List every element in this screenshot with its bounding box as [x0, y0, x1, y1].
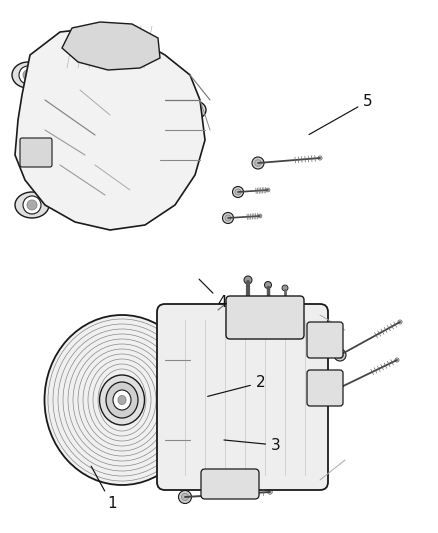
Text: 4: 4 — [199, 279, 227, 310]
FancyBboxPatch shape — [307, 370, 343, 406]
Circle shape — [90, 120, 146, 176]
Circle shape — [118, 58, 162, 102]
Circle shape — [102, 132, 134, 164]
FancyBboxPatch shape — [20, 138, 52, 167]
FancyBboxPatch shape — [201, 469, 259, 499]
Ellipse shape — [308, 385, 336, 405]
Ellipse shape — [313, 338, 331, 351]
Circle shape — [225, 215, 231, 221]
Circle shape — [332, 387, 338, 393]
Circle shape — [244, 276, 252, 284]
Circle shape — [252, 157, 264, 169]
Circle shape — [398, 320, 402, 324]
FancyBboxPatch shape — [307, 322, 343, 358]
Circle shape — [184, 149, 196, 161]
Circle shape — [23, 196, 41, 214]
Circle shape — [329, 384, 341, 396]
Circle shape — [179, 490, 191, 504]
Text: 1: 1 — [91, 466, 117, 511]
Ellipse shape — [118, 395, 126, 405]
Circle shape — [233, 187, 244, 198]
Ellipse shape — [106, 382, 138, 418]
Circle shape — [222, 476, 238, 492]
FancyBboxPatch shape — [226, 296, 304, 339]
Circle shape — [395, 358, 399, 362]
Circle shape — [147, 180, 157, 190]
Circle shape — [141, 174, 163, 196]
FancyBboxPatch shape — [157, 304, 328, 490]
Circle shape — [255, 160, 261, 166]
Circle shape — [334, 349, 346, 361]
Ellipse shape — [180, 147, 200, 163]
Circle shape — [134, 74, 146, 86]
Circle shape — [27, 200, 37, 210]
Ellipse shape — [99, 375, 145, 425]
Circle shape — [127, 67, 153, 93]
Circle shape — [282, 285, 288, 291]
Circle shape — [265, 281, 272, 288]
Circle shape — [266, 188, 270, 192]
Circle shape — [19, 66, 37, 84]
Ellipse shape — [313, 389, 331, 401]
Circle shape — [80, 110, 156, 186]
Ellipse shape — [308, 335, 336, 355]
Circle shape — [337, 352, 343, 358]
Circle shape — [268, 490, 272, 494]
Circle shape — [189, 104, 201, 116]
Polygon shape — [15, 28, 205, 230]
Circle shape — [226, 480, 234, 488]
Circle shape — [258, 214, 262, 218]
Ellipse shape — [45, 315, 199, 485]
Circle shape — [235, 189, 241, 195]
Ellipse shape — [113, 390, 131, 410]
Text: 5: 5 — [309, 94, 373, 134]
Circle shape — [132, 165, 172, 205]
Circle shape — [23, 70, 33, 80]
Circle shape — [223, 213, 233, 223]
Circle shape — [110, 140, 126, 156]
Circle shape — [318, 156, 322, 160]
Polygon shape — [62, 22, 160, 70]
Ellipse shape — [184, 101, 206, 119]
Circle shape — [181, 494, 189, 500]
Text: 3: 3 — [224, 438, 281, 453]
Text: 2: 2 — [208, 375, 265, 397]
Ellipse shape — [12, 62, 44, 88]
Ellipse shape — [15, 192, 49, 218]
